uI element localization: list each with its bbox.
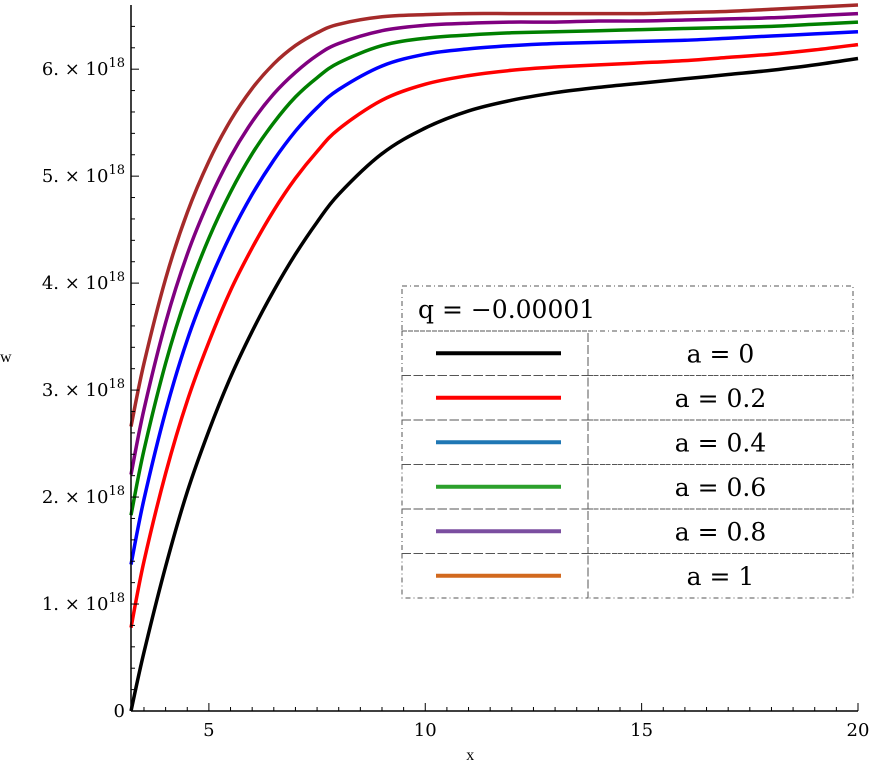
legend-label: a = 0 bbox=[687, 339, 755, 368]
legend-label-cell bbox=[587, 419, 854, 465]
legend-label-cell bbox=[587, 330, 854, 376]
legend-label-cell bbox=[587, 375, 854, 421]
x-tick-label: 10 bbox=[414, 720, 437, 741]
legend-label-cell bbox=[587, 464, 854, 510]
y-tick-label: 0 bbox=[114, 701, 125, 722]
y-tick-label: 2. × 1018 bbox=[42, 484, 125, 508]
x-tick-label: 15 bbox=[630, 720, 653, 741]
y-tick-label: 5. × 1018 bbox=[42, 163, 125, 187]
legend-label: a = 0.8 bbox=[675, 517, 767, 546]
series-line-1 bbox=[129, 42, 859, 628]
legend-label: a = 0.6 bbox=[675, 473, 767, 502]
y-tick-label: 6. × 1018 bbox=[42, 56, 125, 80]
y-tick-label: 4. × 1018 bbox=[42, 270, 125, 294]
legend-title: q = −0.00001 bbox=[418, 295, 595, 324]
series-line-3 bbox=[129, 20, 859, 516]
x-axis-title: x bbox=[466, 747, 474, 763]
y-axis-title: w bbox=[0, 349, 12, 366]
legend-label-cell bbox=[587, 553, 854, 599]
legend-label: a = 0.2 bbox=[675, 384, 767, 413]
legend: q = −0.00001 a = 0a = 0.2a = 0.4a = 0.6a… bbox=[401, 285, 854, 599]
y-tick-label: 3. × 1018 bbox=[42, 377, 125, 401]
x-tick-label: 5 bbox=[203, 720, 214, 741]
series-line-2 bbox=[129, 29, 859, 565]
legend-label-cell bbox=[587, 508, 854, 554]
legend-label: a = 1 bbox=[687, 562, 755, 591]
series-line-0 bbox=[129, 56, 859, 712]
axis-ticks: 5 10 15 20 0 1. × 1018 2. × 1018 3. × 1018 4. × … bbox=[42, 25, 870, 741]
series-line-5 bbox=[129, 3, 859, 427]
series-line-4 bbox=[129, 11, 859, 475]
legend-rows: a = 0 a = 0.2 a = 0.4 a = 0.6 a = 0.8 a = 1 bbox=[401, 330, 854, 599]
series-lines bbox=[129, 3, 859, 712]
x-tick-label: 20 bbox=[847, 720, 870, 741]
y-tick-label: 1. × 1018 bbox=[42, 591, 125, 615]
legend-label: a = 0.4 bbox=[675, 428, 767, 457]
